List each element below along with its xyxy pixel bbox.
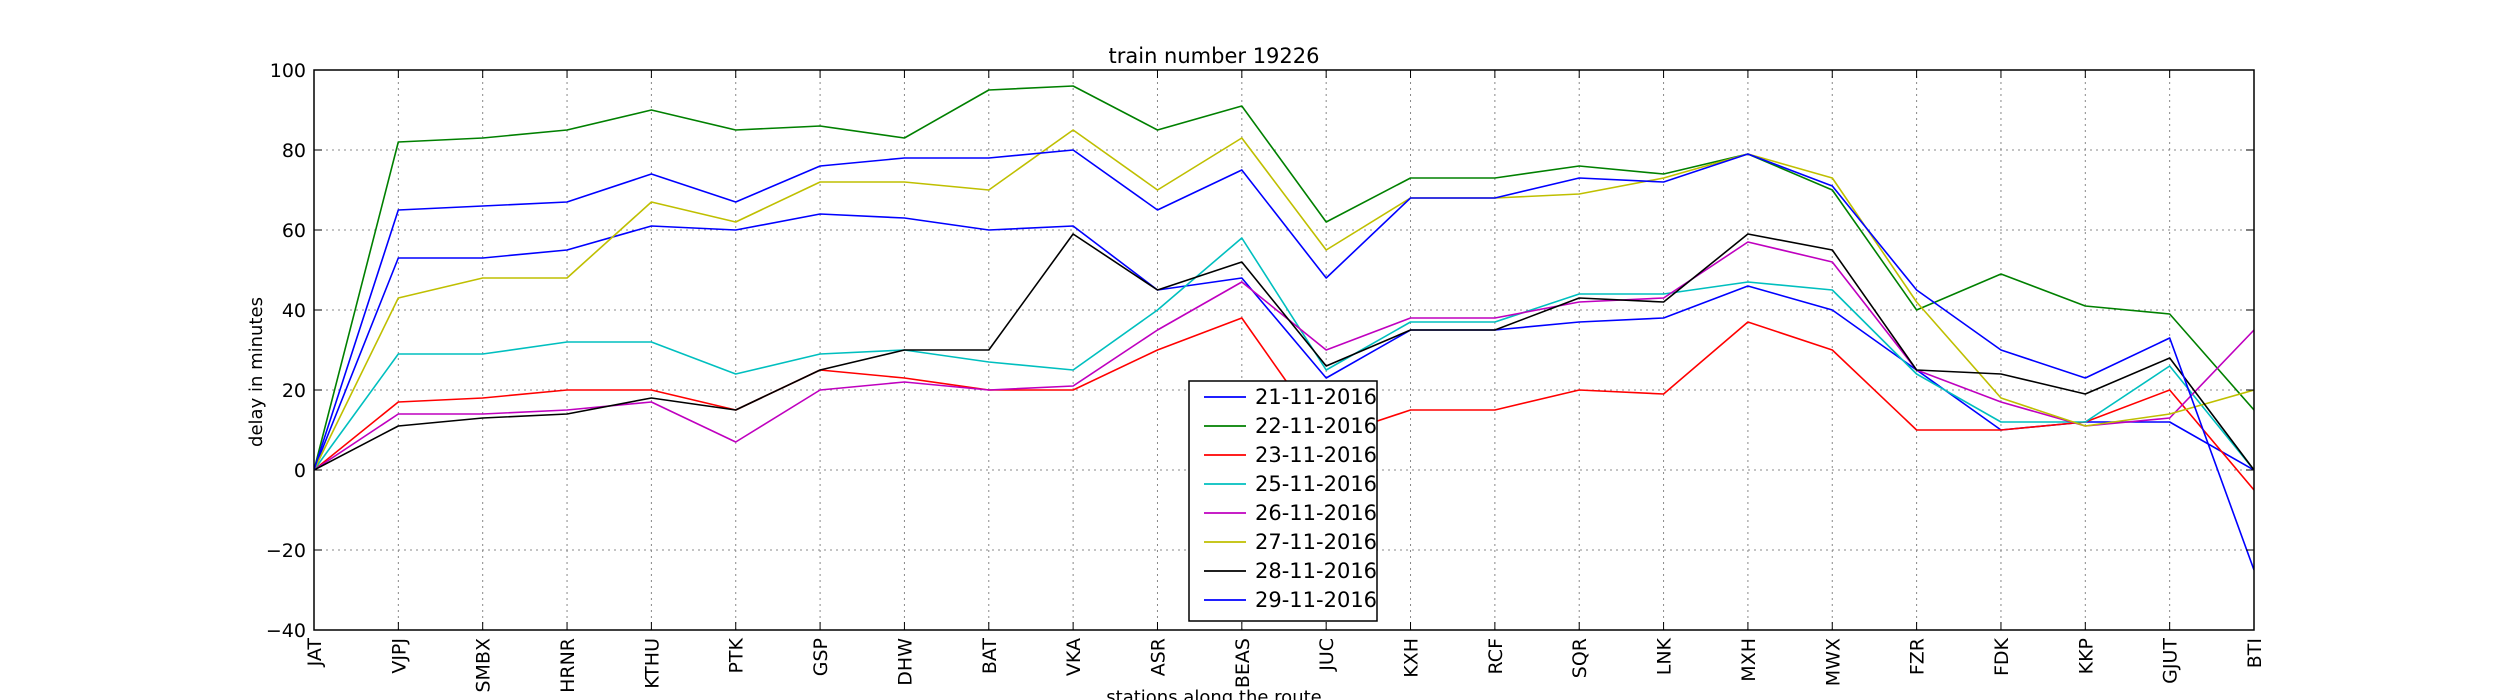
x-tick-label: HRNR	[557, 638, 579, 693]
x-tick-label: GJUT	[2160, 638, 2182, 684]
y-tick-label: −20	[266, 540, 306, 562]
x-tick-label: MWX	[1822, 638, 1844, 686]
x-tick-label: BEAS	[1232, 638, 1254, 688]
legend-label: 25-11-2016	[1255, 472, 1377, 496]
x-tick-label: JUC	[1316, 638, 1338, 672]
series-line-28-11-2016	[314, 233, 2254, 471]
tick-layer: −40 −20 0 20 40 60 80 100 JAT VJPJ SMBX HRNR KTHU PTK…	[266, 60, 2266, 693]
x-tick-label: GSP	[810, 638, 832, 676]
x-tick-label: MXH	[1738, 638, 1760, 682]
x-tick-label: SMBX	[473, 638, 495, 693]
legend-label: 28-11-2016	[1255, 559, 1377, 583]
series-line-27-11-2016	[314, 129, 2254, 471]
x-tick-label: JAT	[304, 638, 326, 668]
legend-label: 26-11-2016	[1255, 501, 1377, 525]
series-line-21-11-2016	[314, 213, 2254, 471]
series-line-22-11-2016	[314, 85, 2254, 471]
chart-title: train number 19226	[1109, 44, 1320, 68]
x-tick-label: KKP	[2075, 638, 2097, 674]
series-line-29-11-2016	[314, 149, 2254, 571]
legend-label: 22-11-2016	[1255, 414, 1377, 438]
x-axis-title: stations along the route	[1106, 687, 1321, 700]
x-tick-label: FZR	[1907, 638, 1929, 675]
x-tick-label: VKA	[1063, 638, 1085, 676]
y-tick-label: 0	[294, 460, 306, 482]
y-tick-label: 20	[282, 380, 306, 402]
x-tick-label: DHW	[894, 638, 916, 686]
x-tick-label: BAT	[979, 638, 1001, 675]
x-tick-label: KXH	[1401, 638, 1423, 678]
legend-label: 27-11-2016	[1255, 530, 1377, 554]
series-line-25-11-2016	[314, 237, 2254, 471]
y-tick-label: 80	[282, 140, 306, 162]
legend-label: 23-11-2016	[1255, 443, 1377, 467]
x-tick-label: KTHU	[641, 638, 663, 689]
x-tick-label: LNK	[1654, 637, 1676, 675]
x-tick-label: FDK	[1991, 637, 2013, 676]
y-axis-title: delay in minutes	[246, 297, 267, 447]
x-tick-label: VJPJ	[388, 638, 410, 674]
legend: 21-11-2016 22-11-2016 23-11-2016 25-11-2016…	[1188, 380, 1378, 622]
legend-box	[1188, 380, 1378, 622]
series-line-26-11-2016	[314, 241, 2254, 471]
x-tick-label: BTI	[2244, 638, 2266, 668]
series-layer	[314, 85, 2254, 571]
y-tick-label: −40	[266, 620, 306, 642]
y-tick-label: 40	[282, 300, 306, 322]
y-tick-label: 100	[270, 60, 306, 82]
x-tick-label: ASR	[1147, 638, 1169, 676]
legend-label: 29-11-2016	[1255, 588, 1377, 612]
x-tick-label: SQR	[1569, 638, 1591, 678]
plot-frame	[313, 69, 2255, 631]
y-tick-label: 60	[282, 220, 306, 242]
x-tick-label: PTK	[726, 637, 748, 673]
series-line-23-11-2016	[314, 317, 2254, 491]
x-tick-label: RCF	[1485, 638, 1507, 674]
legend-label: 21-11-2016	[1255, 385, 1377, 409]
